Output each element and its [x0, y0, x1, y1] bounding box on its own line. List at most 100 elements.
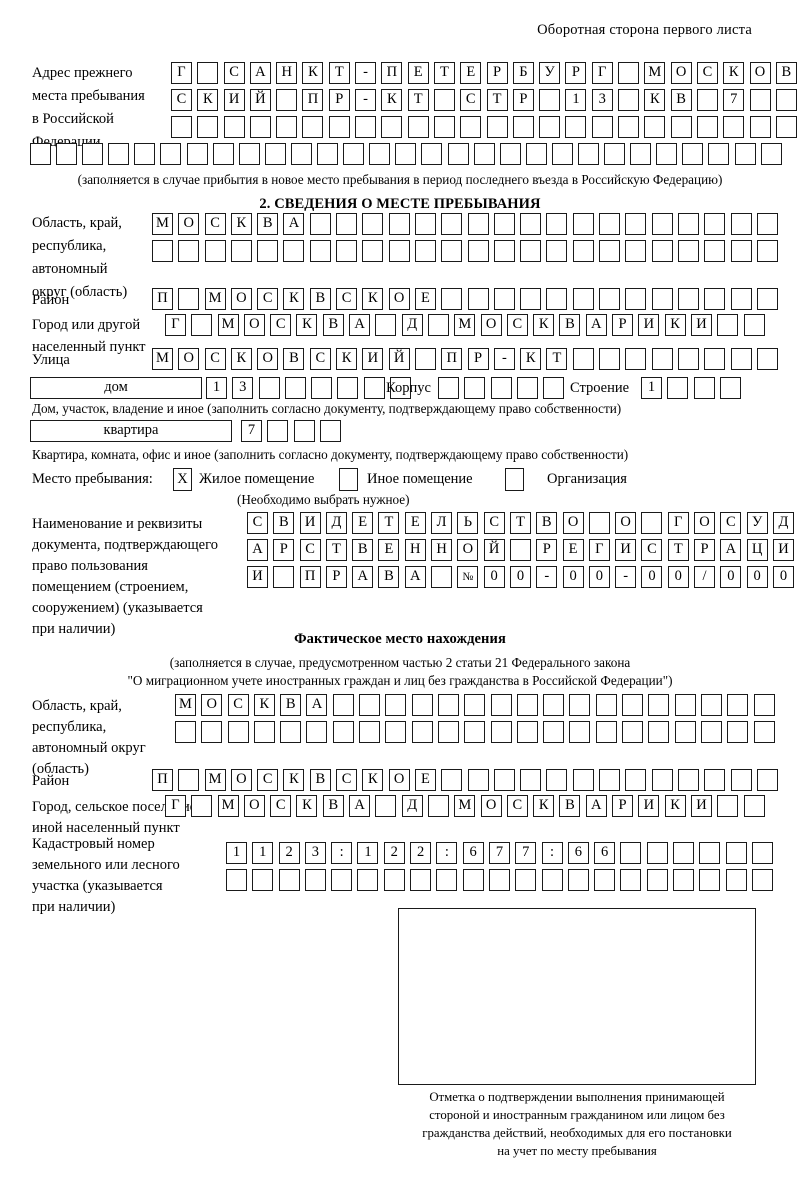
region-cell[interactable]	[309, 240, 331, 262]
region-cell[interactable]	[336, 240, 358, 262]
document-cell[interactable]: Г	[588, 539, 610, 561]
region-cell[interactable]	[414, 213, 436, 235]
actual-district-cell[interactable]: В	[309, 769, 331, 791]
prev-address-cell[interactable]	[433, 89, 455, 111]
house-cell[interactable]	[284, 377, 306, 399]
prev-address-cell[interactable]	[447, 143, 469, 165]
cadastral-cell[interactable]	[646, 869, 668, 891]
stay-type-checkbox-other[interactable]	[339, 468, 358, 491]
region-cell[interactable]	[677, 213, 699, 235]
cadastral-cell[interactable]: :	[436, 842, 458, 864]
prev-address-cell[interactable]	[618, 89, 640, 111]
actual-city-cell[interactable]: В	[559, 795, 581, 817]
district-cell[interactable]	[546, 288, 568, 310]
actual-district-cell[interactable]: П	[152, 769, 173, 791]
actual-district-cell[interactable]	[730, 769, 752, 791]
cadastral-cell[interactable]: 6	[462, 842, 484, 864]
document-cell[interactable]: Й	[483, 539, 505, 561]
prev-address-cell[interactable]	[355, 116, 377, 138]
document-cell[interactable]: О	[562, 512, 584, 534]
document-cell[interactable]: Р	[694, 539, 716, 561]
actual-region-cell[interactable]	[437, 694, 459, 716]
cadastral-cell[interactable]: :	[331, 842, 353, 864]
cadastral-cell[interactable]	[567, 869, 589, 891]
region-cell[interactable]	[756, 240, 778, 262]
actual-district-cell[interactable]: С	[336, 769, 358, 791]
actual-city-cell[interactable]	[743, 795, 765, 817]
street-cell[interactable]: П	[441, 348, 463, 370]
document-cell[interactable]: Ц	[746, 539, 768, 561]
region-cell[interactable]	[441, 240, 463, 262]
prev-address-cell[interactable]	[369, 143, 391, 165]
prev-address-cell[interactable]	[238, 143, 260, 165]
prev-address-cell[interactable]	[682, 143, 704, 165]
actual-city-cell[interactable]: Р	[612, 795, 634, 817]
actual-region-cell[interactable]	[411, 721, 433, 743]
actual-city-cell[interactable]: О	[243, 795, 265, 817]
prev-address-cell[interactable]: Г	[591, 62, 613, 84]
document-cell[interactable]: В	[352, 539, 374, 561]
document-cell[interactable]: Е	[378, 539, 400, 561]
cadastral-cell[interactable]	[488, 869, 510, 891]
document-cell[interactable]: П	[299, 566, 321, 588]
city-cell[interactable]: И	[638, 314, 660, 336]
city-cell[interactable]: А	[349, 314, 371, 336]
district-cell[interactable]: О	[388, 288, 410, 310]
prev-address-cell[interactable]: М	[644, 62, 666, 84]
region-cell[interactable]	[257, 240, 279, 262]
prev-address-cell[interactable]: Т	[328, 62, 350, 84]
cadastral-cell[interactable]	[357, 869, 379, 891]
street-cell[interactable]: Й	[388, 348, 410, 370]
district-cell[interactable]	[625, 288, 647, 310]
prev-address-cell[interactable]: С	[696, 62, 718, 84]
korpus-cell[interactable]	[438, 377, 459, 399]
city-cell[interactable]: Д	[401, 314, 423, 336]
region-cell[interactable]	[204, 240, 226, 262]
prev-address-cell[interactable]: К	[723, 62, 745, 84]
actual-district-cell[interactable]: С	[257, 769, 279, 791]
district-cell[interactable]: К	[283, 288, 305, 310]
prev-address-cell[interactable]: С	[460, 89, 482, 111]
prev-address-cell[interactable]	[565, 116, 587, 138]
prev-address-cell[interactable]	[734, 143, 756, 165]
actual-district-cell[interactable]: О	[388, 769, 410, 791]
street-cell[interactable]: М	[152, 348, 173, 370]
prev-address-cell[interactable]	[460, 116, 482, 138]
actual-city-cell[interactable]: М	[454, 795, 476, 817]
prev-address-cell[interactable]	[433, 116, 455, 138]
document-cell[interactable]: И	[247, 566, 268, 588]
prev-address-cell[interactable]	[328, 116, 350, 138]
region-cell[interactable]	[441, 213, 463, 235]
region-cell[interactable]	[730, 213, 752, 235]
korpus-cell[interactable]	[464, 377, 486, 399]
document-cell[interactable]: Е	[352, 512, 374, 534]
prev-address-cell[interactable]	[30, 143, 51, 165]
actual-region-cell[interactable]	[622, 694, 644, 716]
actual-district-cell[interactable]	[625, 769, 647, 791]
prev-address-cell[interactable]	[56, 143, 78, 165]
document-cell[interactable]: Д	[772, 512, 794, 534]
prev-address-cell[interactable]: Б	[512, 62, 534, 84]
prev-address-cell[interactable]	[276, 89, 298, 111]
document-cell[interactable]: А	[247, 539, 268, 561]
prev-address-cell[interactable]: -	[355, 62, 377, 84]
flat-cell[interactable]: 7	[241, 420, 262, 442]
actual-district-cell[interactable]	[546, 769, 568, 791]
document-cell[interactable]	[641, 512, 663, 534]
document-cell[interactable]	[588, 512, 610, 534]
korpus-cells[interactable]	[438, 377, 569, 399]
document-cell[interactable]: Т	[378, 512, 400, 534]
prev-address-cell[interactable]	[302, 116, 324, 138]
street-cell[interactable]	[414, 348, 436, 370]
prev-address-cell[interactable]: П	[381, 62, 403, 84]
cadastral-cell[interactable]: 2	[383, 842, 405, 864]
region-cell[interactable]: М	[152, 213, 173, 235]
document-cell[interactable]: С	[720, 512, 742, 534]
region-cell[interactable]	[493, 240, 515, 262]
prev-address-cell[interactable]	[539, 89, 561, 111]
actual-region-cell[interactable]: В	[280, 694, 302, 716]
